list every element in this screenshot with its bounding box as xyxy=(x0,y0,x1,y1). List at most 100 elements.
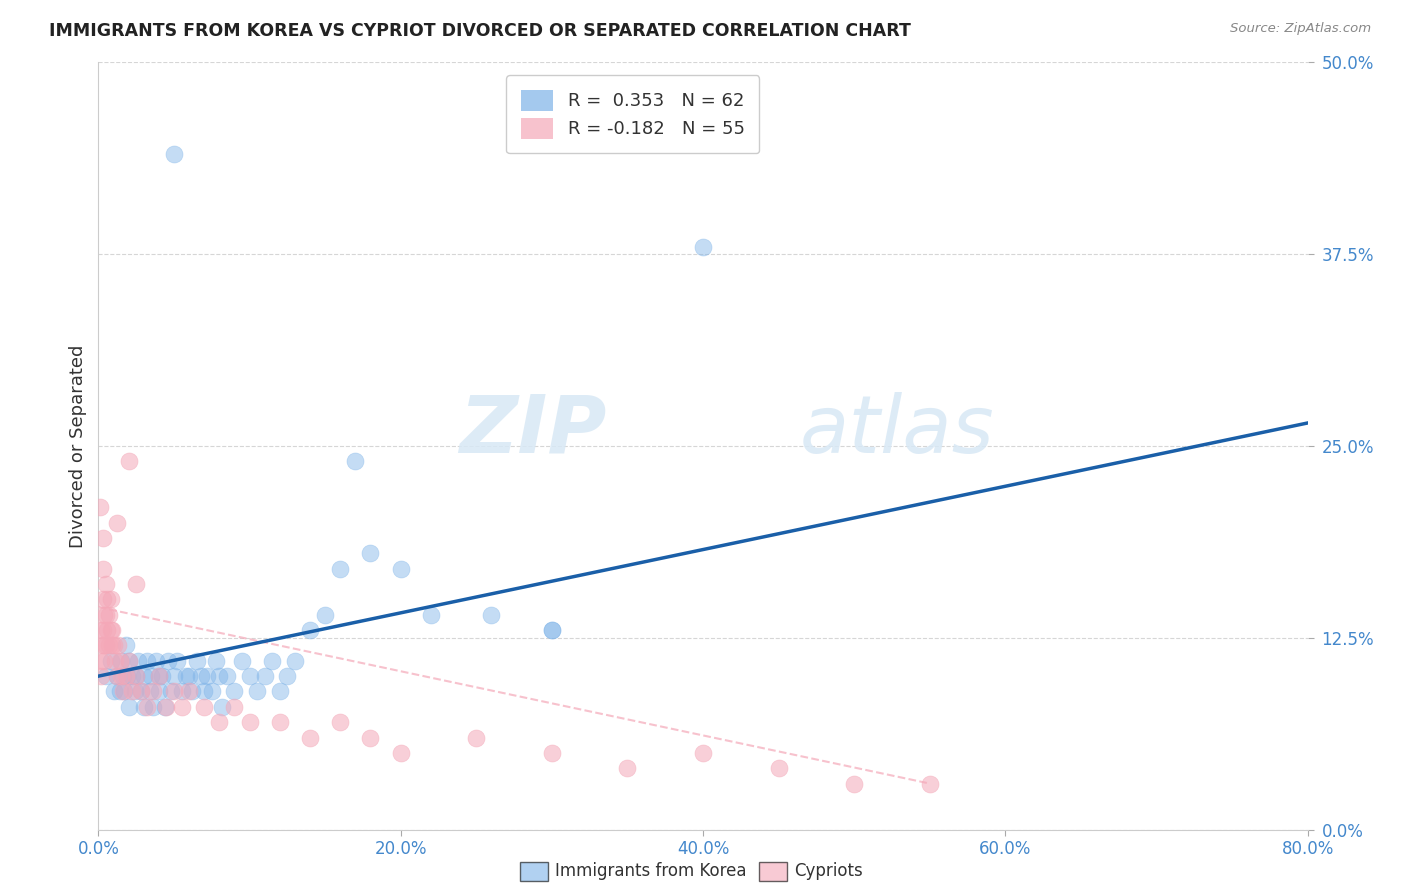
Point xyxy=(91,562,114,576)
Point xyxy=(844,776,866,790)
Point xyxy=(101,639,124,653)
Point xyxy=(262,654,284,668)
Point xyxy=(114,669,136,683)
Point xyxy=(94,577,117,591)
Point xyxy=(153,699,176,714)
Point xyxy=(118,654,141,668)
Point xyxy=(111,669,134,683)
Point xyxy=(132,669,155,683)
Point xyxy=(121,669,143,683)
Text: Cypriots: Cypriots xyxy=(794,863,863,880)
Point xyxy=(163,147,186,161)
Point xyxy=(692,239,714,253)
Point xyxy=(105,669,128,683)
Point xyxy=(224,684,246,698)
Point xyxy=(389,746,412,760)
Point xyxy=(135,699,157,714)
Point xyxy=(110,669,132,683)
Point xyxy=(89,500,111,515)
Point xyxy=(389,562,412,576)
Point xyxy=(190,669,212,683)
Point xyxy=(94,639,117,653)
Point xyxy=(329,715,352,730)
Point xyxy=(231,654,253,668)
Point xyxy=(170,684,193,698)
Point xyxy=(145,654,167,668)
Point xyxy=(163,684,186,698)
Point xyxy=(360,546,382,560)
Point xyxy=(112,684,135,698)
Point xyxy=(155,699,177,714)
Text: IMMIGRANTS FROM KOREA VS CYPRIOT DIVORCED OR SEPARATED CORRELATION CHART: IMMIGRANTS FROM KOREA VS CYPRIOT DIVORCE… xyxy=(49,22,911,40)
Point xyxy=(93,654,115,668)
Point xyxy=(90,654,112,668)
Point xyxy=(103,639,125,653)
Point xyxy=(115,669,138,683)
Point xyxy=(118,654,141,668)
Point xyxy=(98,607,121,622)
Point xyxy=(224,699,246,714)
Point xyxy=(269,684,291,698)
Point xyxy=(107,639,129,653)
Point xyxy=(118,699,141,714)
Point xyxy=(420,607,443,622)
Point xyxy=(193,699,215,714)
Point xyxy=(101,623,124,637)
Point xyxy=(148,669,170,683)
Point xyxy=(276,669,298,683)
Point xyxy=(129,684,152,698)
Point xyxy=(193,684,215,698)
Point xyxy=(540,623,562,637)
Point xyxy=(93,639,115,653)
Point xyxy=(186,654,208,668)
Point xyxy=(96,623,118,637)
Point xyxy=(132,699,155,714)
Point xyxy=(163,669,186,683)
Point xyxy=(170,699,193,714)
Point xyxy=(239,669,262,683)
Point xyxy=(91,623,114,637)
Point xyxy=(253,669,276,683)
Point xyxy=(174,669,197,683)
Text: ZIP: ZIP xyxy=(458,392,606,470)
Point xyxy=(201,684,224,698)
Point xyxy=(314,607,336,622)
Point xyxy=(616,761,638,775)
Point xyxy=(98,639,121,653)
Legend: R =  0.353   N = 62, R = -0.182   N = 55: R = 0.353 N = 62, R = -0.182 N = 55 xyxy=(506,75,759,153)
Point xyxy=(540,623,562,637)
Point xyxy=(195,669,218,683)
Point xyxy=(118,454,141,468)
Point xyxy=(465,731,488,745)
Point xyxy=(246,684,269,698)
Point xyxy=(284,654,307,668)
Point xyxy=(211,699,233,714)
Point xyxy=(160,684,183,698)
Point xyxy=(108,654,131,668)
Point xyxy=(215,669,238,683)
Point xyxy=(540,746,562,760)
Point xyxy=(124,684,146,698)
Point xyxy=(768,761,790,775)
Point xyxy=(299,731,322,745)
Point xyxy=(139,684,162,698)
Point xyxy=(166,654,188,668)
Point xyxy=(96,592,118,607)
Point xyxy=(481,607,503,622)
Point xyxy=(344,454,367,468)
Point xyxy=(205,654,228,668)
Point xyxy=(208,669,231,683)
Point xyxy=(125,669,148,683)
Point xyxy=(125,577,148,591)
Point xyxy=(181,684,204,698)
Point xyxy=(239,715,262,730)
Point xyxy=(142,684,165,698)
Point xyxy=(148,684,170,698)
Point xyxy=(104,654,127,668)
Point xyxy=(105,516,128,530)
Point xyxy=(299,623,322,637)
Point xyxy=(125,669,148,683)
Point xyxy=(91,592,114,607)
Point xyxy=(90,623,112,637)
Y-axis label: Divorced or Separated: Divorced or Separated xyxy=(69,344,87,548)
